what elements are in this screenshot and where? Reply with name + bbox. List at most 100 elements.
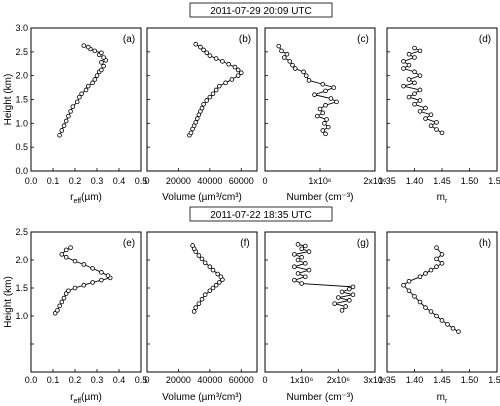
data-point xyxy=(350,284,356,290)
data-point xyxy=(439,130,445,136)
data-point xyxy=(63,254,69,260)
data-point xyxy=(193,120,199,125)
panel-d: 1.35 1.40 1.45 1.50 1.55 (d) mr xyxy=(378,27,500,205)
data-point xyxy=(57,303,62,309)
panel-letter: (e) xyxy=(123,238,135,249)
data-point xyxy=(423,271,428,276)
data-point xyxy=(439,261,445,266)
data-point xyxy=(191,309,197,314)
data-point xyxy=(445,322,450,327)
data-point xyxy=(70,104,76,109)
x-axis-label: mr xyxy=(437,192,448,205)
data-point xyxy=(198,44,203,50)
x-tick-label: 40000 xyxy=(197,176,222,186)
data-point xyxy=(223,80,228,86)
data-point xyxy=(439,252,445,257)
date-text: 2011-07-29 20:09 UTC xyxy=(210,6,312,17)
data-point xyxy=(196,301,202,306)
data-point xyxy=(99,270,104,275)
data-point xyxy=(323,131,328,137)
x-tick-label: 0.4 xyxy=(113,375,126,385)
data-point xyxy=(94,73,100,78)
data-point xyxy=(204,50,210,56)
date-text: 2011-07-22 18:35 UTC xyxy=(210,210,312,221)
data-point xyxy=(323,88,328,94)
data-point xyxy=(292,277,297,283)
x-tick-label: 60000 xyxy=(229,176,254,186)
data-point xyxy=(63,118,69,124)
data-point xyxy=(303,73,309,78)
data-point xyxy=(401,59,406,64)
y-tick-label: 1.5 xyxy=(15,283,28,293)
data-point xyxy=(350,292,356,298)
data-point xyxy=(207,264,213,270)
data-point xyxy=(428,309,434,314)
x-tick-label: 1.45 xyxy=(433,176,451,186)
x-tick-label: 20000 xyxy=(166,176,191,186)
data-point xyxy=(339,308,345,313)
data-point xyxy=(281,55,287,60)
x-axis-label: Number (cm⁻³) xyxy=(287,192,354,203)
x-tick-label: 0.4 xyxy=(113,176,126,186)
data-point xyxy=(81,282,87,288)
data-point xyxy=(59,252,65,257)
x-tick-label: 1.40 xyxy=(406,375,424,385)
data-point xyxy=(332,301,337,306)
x-tick-label: 40000 xyxy=(197,375,222,385)
x-tick-label: 2x10⁶ xyxy=(363,176,387,186)
x-tick-label: 0.3 xyxy=(91,375,104,385)
data-point xyxy=(417,109,423,114)
date-header-2: 2011-07-22 18:35 UTC xyxy=(189,206,333,222)
data-point xyxy=(401,282,406,288)
data-point xyxy=(193,305,199,310)
data-point xyxy=(292,66,298,71)
x-tick-label: 0.1 xyxy=(47,176,60,186)
data-point xyxy=(412,101,417,107)
panel-letter: (b) xyxy=(239,34,251,45)
data-point xyxy=(199,105,205,111)
x-axis-label: Volume (µm³/cm³) xyxy=(162,392,242,403)
data-point xyxy=(295,257,301,263)
data-point xyxy=(202,260,208,266)
data-point xyxy=(303,261,308,266)
x-axis-label: Volume (µm³/cm³) xyxy=(162,192,242,203)
date-box xyxy=(189,206,333,222)
data-point xyxy=(322,121,327,126)
data-point xyxy=(343,304,348,309)
data-point xyxy=(317,106,323,112)
data-point xyxy=(417,274,423,280)
x-tick-label: 1.50 xyxy=(461,176,479,186)
data-point xyxy=(312,92,317,98)
data-point xyxy=(412,294,417,299)
data-point xyxy=(306,249,312,254)
x-tick-label: 60000 xyxy=(229,375,254,385)
data-point xyxy=(428,112,434,118)
profile-line xyxy=(402,247,459,333)
data-point xyxy=(210,267,216,273)
data-point xyxy=(406,278,412,284)
data-point xyxy=(226,61,232,67)
data-point xyxy=(74,99,80,105)
data-point xyxy=(434,245,439,250)
data-point xyxy=(235,73,241,78)
panel-f: 0 20000 40000 60000 (f) Volume (µm³/cm³) xyxy=(144,231,258,403)
data-point xyxy=(292,264,297,270)
data-point xyxy=(101,55,106,60)
data-point xyxy=(412,80,417,86)
data-point xyxy=(299,281,304,286)
data-point xyxy=(450,326,456,331)
data-point xyxy=(347,286,352,292)
x-tick-label: 0.2 xyxy=(69,176,82,186)
data-point xyxy=(213,282,219,288)
data-point xyxy=(210,91,216,97)
panel-g: 0 1x10⁶ 2x10⁶ 3x10⁶ (g) Number (cm⁻³) xyxy=(262,231,387,403)
panel-letter: (h) xyxy=(479,238,491,249)
data-point xyxy=(193,41,199,47)
panel-letter: (d) xyxy=(479,34,491,45)
data-point xyxy=(199,256,205,262)
data-point xyxy=(99,50,104,56)
y-tick-label: 2.0 xyxy=(15,71,28,81)
panel-letter: (g) xyxy=(357,238,369,249)
data-point xyxy=(59,128,65,133)
